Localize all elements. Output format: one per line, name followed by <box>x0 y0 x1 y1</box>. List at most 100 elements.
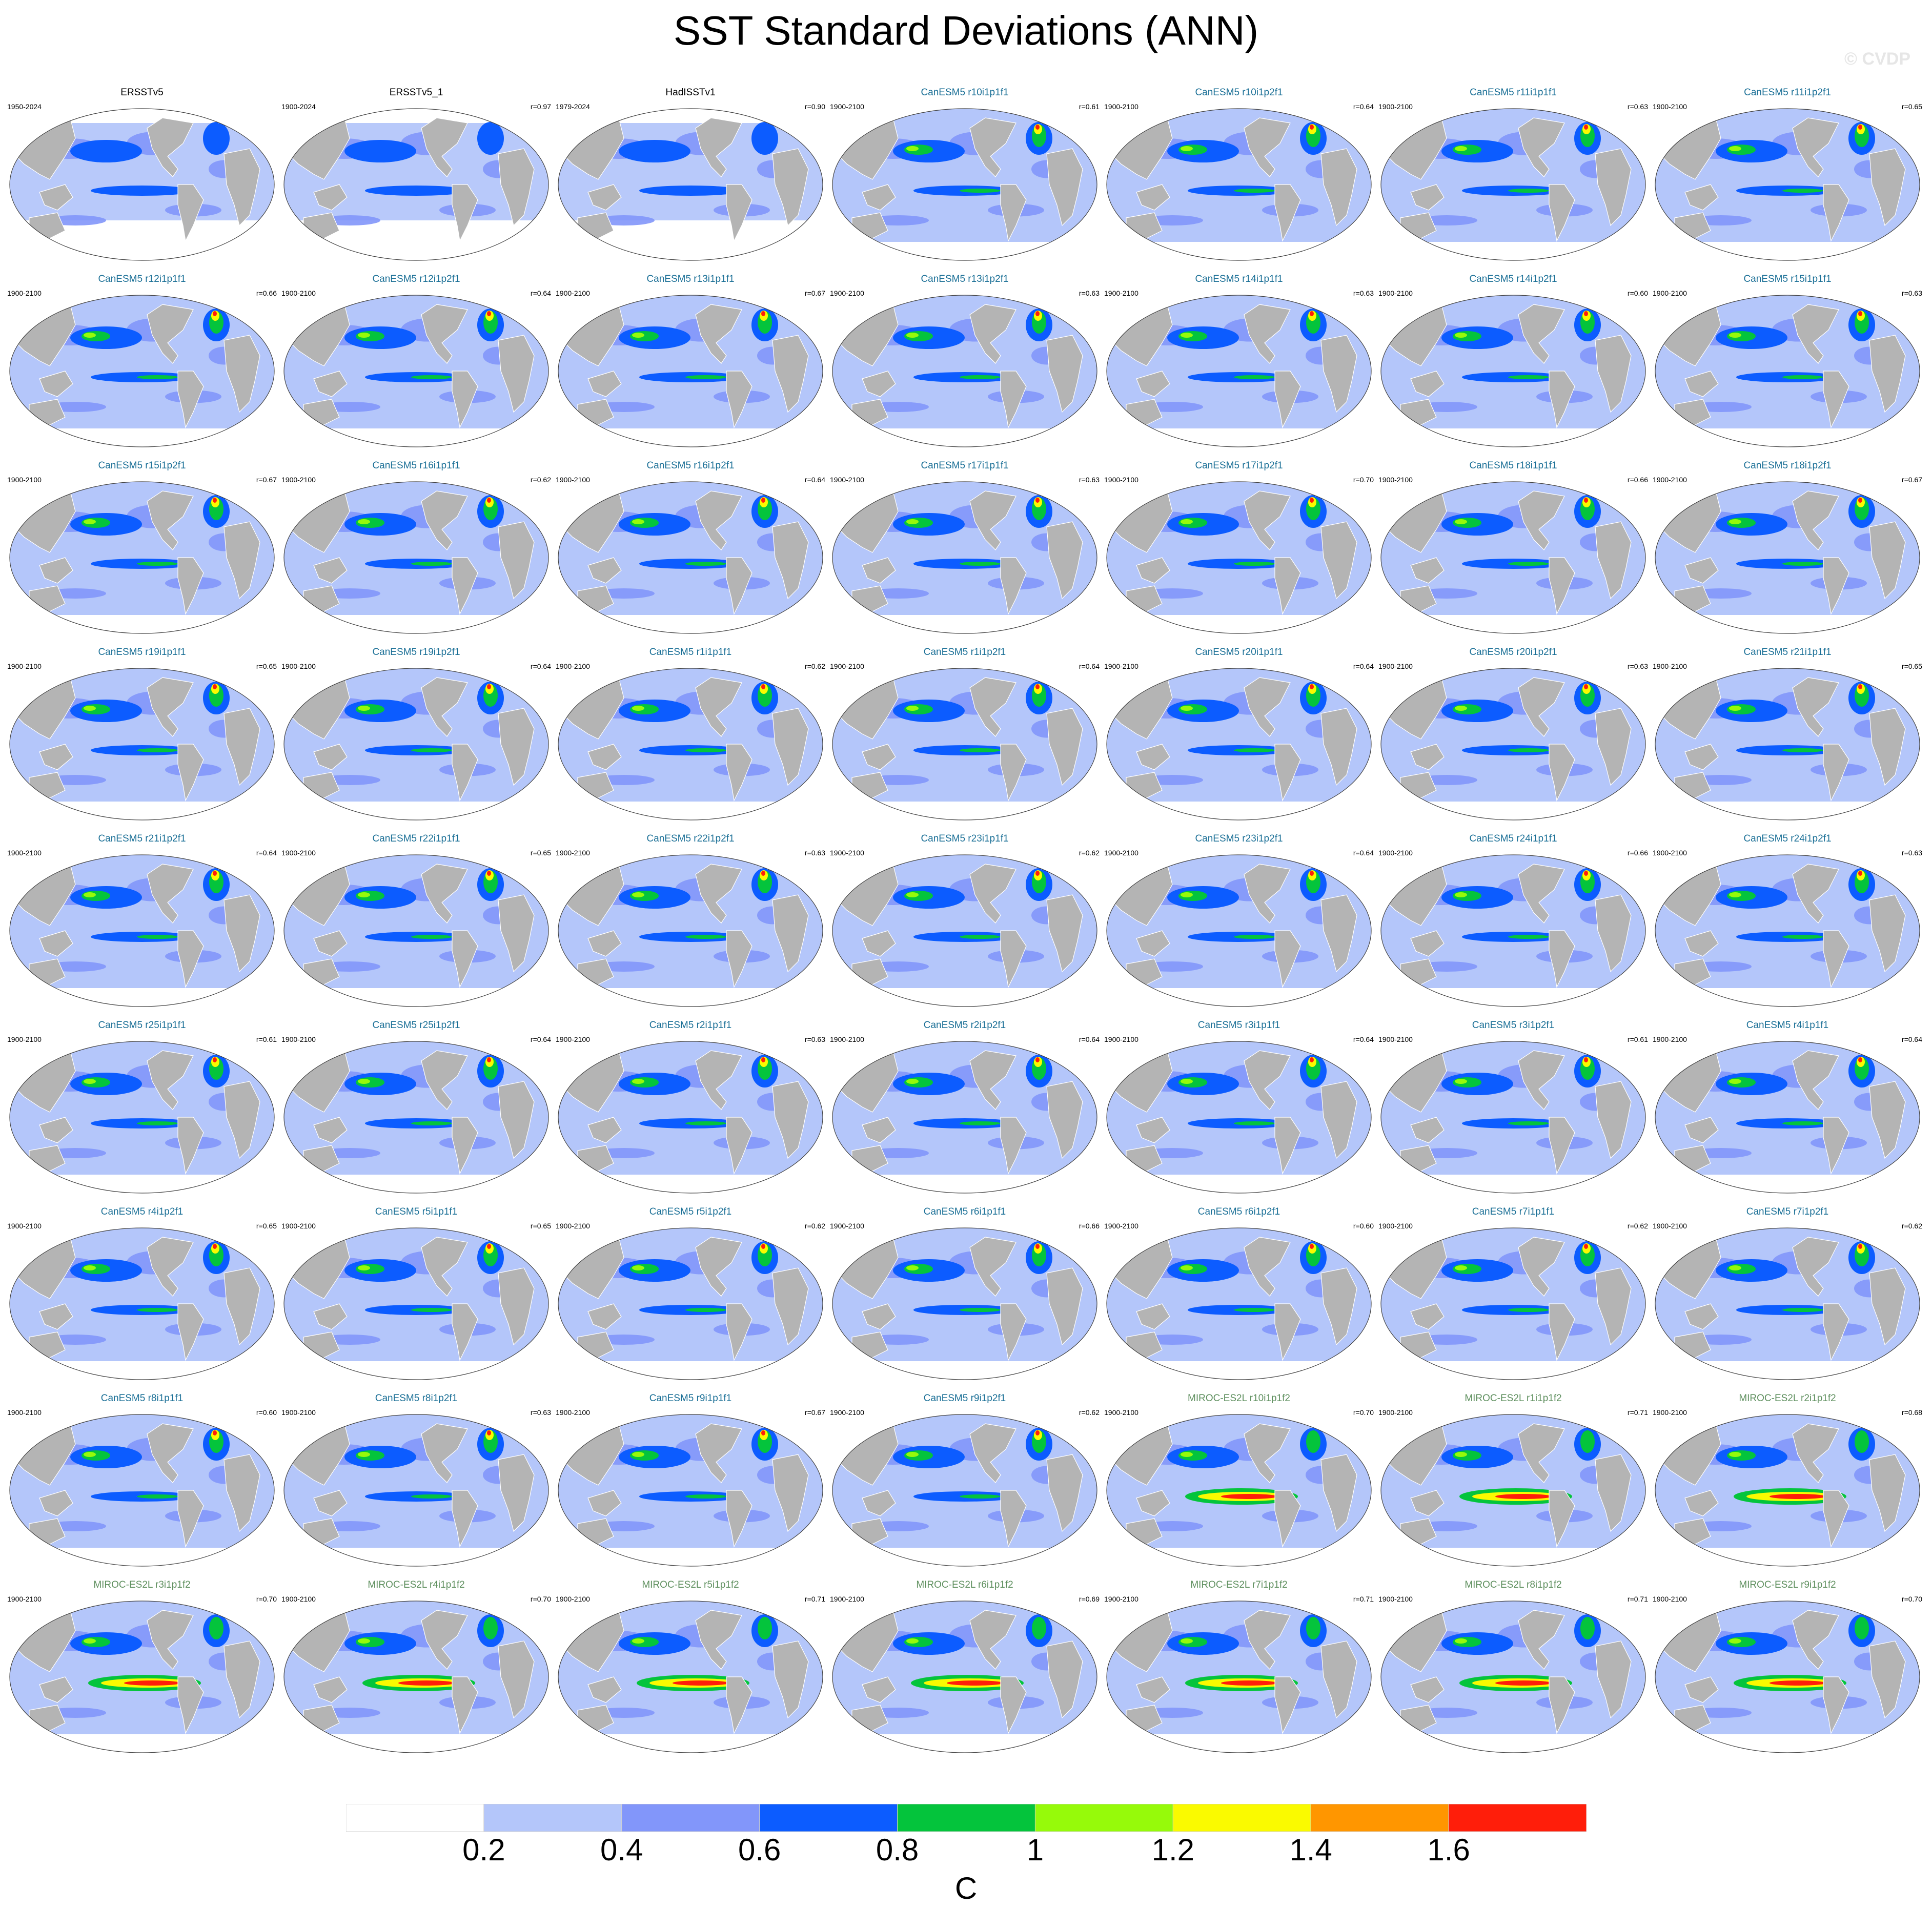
map-panel: CanESM5 r3i1p1f1 1900-2100 r=0.64 <box>1103 1020 1375 1200</box>
sst-map <box>9 1041 275 1194</box>
panel-correlation-label: r=0.67 <box>256 476 277 484</box>
land-mass <box>1410 557 1445 584</box>
panel-period-label: 1900-2100 <box>556 849 590 857</box>
map-panel: MIROC-ES2L r6i1p1f2 1900-2100 r=0.69 <box>829 1579 1101 1760</box>
map-panel: CanESM5 r17i1p1f1 1900-2100 r=0.63 <box>829 460 1101 641</box>
panel-correlation-label: r=0.71 <box>1627 1595 1648 1603</box>
kuroshio-spot <box>1419 115 1438 121</box>
land-mass <box>1036 1229 1058 1243</box>
kuroshio-spot <box>1419 1234 1438 1240</box>
north-pacific-peak <box>358 1079 370 1084</box>
land-mass <box>1869 335 1906 413</box>
enso-tongue-core <box>137 748 178 752</box>
land-mass <box>421 1610 468 1670</box>
sst-map <box>283 854 549 1007</box>
north-atlantic-band <box>751 122 778 155</box>
land-mass <box>1549 1490 1575 1548</box>
panel-correlation-label: r=0.62 <box>1079 849 1100 857</box>
land-mass <box>1595 1454 1632 1532</box>
land-mass <box>10 868 14 903</box>
north-pacific-peak <box>906 519 919 524</box>
north-atlantic-max <box>1584 311 1588 316</box>
land-mass <box>1823 744 1849 802</box>
southern-ocean-low <box>1107 615 1371 633</box>
north-pacific-peak <box>1181 1079 1193 1084</box>
kuroshio-peak <box>54 675 61 678</box>
enso-tongue-core <box>960 562 1001 566</box>
map-border <box>558 668 823 820</box>
land-mass <box>1792 864 1839 924</box>
panel-period-label: 1900-2100 <box>281 289 316 297</box>
panel-correlation-label: r=0.67 <box>804 289 825 297</box>
sst-map <box>1655 295 1920 447</box>
north-atlantic-max <box>487 498 491 503</box>
north-pacific-peak <box>84 892 96 897</box>
panel-period-label: 1900-2100 <box>281 849 316 857</box>
colorbar-tick-label: 1.6 <box>1427 1833 1470 1867</box>
land-mass <box>487 1042 510 1056</box>
land-mass <box>284 1614 289 1649</box>
southern-ocean-low <box>284 1548 548 1566</box>
north-pacific-peak <box>632 333 644 338</box>
north-pacific-peak <box>906 1265 919 1270</box>
panel-model-label: CanESM5 r17i1p2f1 <box>1195 460 1283 471</box>
southern-ocean-low <box>832 1734 1097 1753</box>
land-mass <box>1869 148 1906 227</box>
land-mass <box>1792 1050 1839 1110</box>
southern-ocean-low <box>284 988 548 1007</box>
kuroshio-peak <box>602 488 609 491</box>
panel-correlation-label: r=0.64 <box>256 849 277 857</box>
sst-map <box>832 854 1097 1007</box>
map-panel: CanESM5 r5i1p1f1 1900-2100 r=0.65 <box>280 1206 552 1387</box>
sst-map <box>283 1227 549 1380</box>
land-mass <box>832 1428 837 1463</box>
map-panel: CanESM5 r18i1p2f1 1900-2100 r=0.67 <box>1652 460 1923 641</box>
panel-model-label: CanESM5 r22i1p1f1 <box>372 833 460 844</box>
panel-correlation-label: r=0.62 <box>530 476 551 484</box>
land-mass <box>223 1267 260 1346</box>
panel-model-label: CanESM5 r4i1p2f1 <box>100 1206 184 1217</box>
southern-ocean-low <box>284 1175 548 1193</box>
enso-tongue-max <box>673 1680 729 1686</box>
land-mass <box>1244 1610 1291 1670</box>
sst-map <box>832 668 1097 820</box>
panel-period-label: 1900-2100 <box>830 662 864 670</box>
land-mass <box>969 1423 1016 1483</box>
land-mass <box>832 495 837 530</box>
land-mass <box>1584 856 1606 870</box>
panel-correlation-label: r=0.70 <box>256 1595 277 1603</box>
north-pacific-band <box>344 140 416 162</box>
southern-ocean-low <box>284 1734 548 1753</box>
land-mass <box>313 744 348 770</box>
enso-tongue-max <box>1770 1494 1826 1499</box>
land-mass <box>1655 868 1660 903</box>
land-mass <box>969 1237 1016 1297</box>
panel-period-label: 1900-2100 <box>281 1595 316 1603</box>
map-border <box>1106 108 1372 261</box>
panel-model-label: CanESM5 r19i1p1f1 <box>98 647 186 658</box>
enso-tongue-core <box>1234 562 1275 566</box>
north-atlantic-max <box>1584 684 1588 689</box>
land-mass <box>1410 1117 1445 1143</box>
north-atlantic-max <box>761 871 765 876</box>
panel-correlation-label: r=0.70 <box>530 1595 551 1603</box>
panel-period-label: 1900-2100 <box>1104 1595 1138 1603</box>
land-mass <box>1518 864 1565 924</box>
enso-tongue <box>365 186 467 196</box>
land-mass <box>1584 1602 1606 1616</box>
panel-correlation-label: r=0.63 <box>804 1035 825 1043</box>
land-mass <box>39 744 73 770</box>
sst-map <box>1655 668 1920 820</box>
enso-tongue-core <box>1234 748 1275 752</box>
southern-ocean-low <box>1107 1548 1371 1566</box>
north-atlantic-core <box>1855 1617 1869 1639</box>
sst-map <box>558 1414 823 1567</box>
panel-model-label: CanESM5 r16i1p1f1 <box>372 460 460 471</box>
land-mass <box>1320 894 1357 973</box>
map-panel: CanESM5 r23i1p2f1 1900-2100 r=0.64 <box>1103 833 1375 1014</box>
southern-ocean-low <box>1107 242 1371 260</box>
map-panel: CanESM5 r10i1p1f1 1900-2100 r=0.61 <box>829 87 1101 268</box>
enso-tongue-core <box>1782 375 1823 379</box>
sst-map <box>1655 854 1920 1007</box>
kuroshio-peak <box>1699 1608 1706 1611</box>
